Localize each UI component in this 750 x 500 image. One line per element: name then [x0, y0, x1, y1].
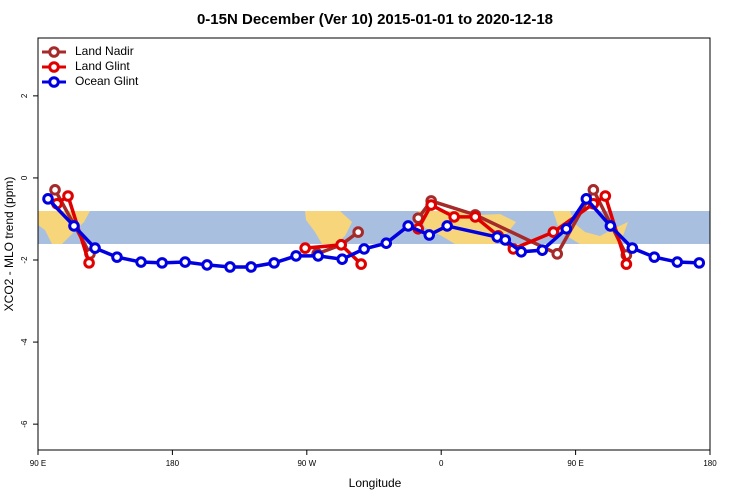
x-tick-label: 90 W — [297, 459, 316, 468]
point — [551, 248, 564, 260]
point — [245, 261, 257, 273]
y-tick-label: 0 — [20, 175, 29, 180]
point — [68, 220, 80, 232]
point — [89, 242, 101, 254]
point — [599, 190, 612, 202]
x-tick-label: 0 — [439, 459, 444, 468]
point — [560, 223, 573, 235]
point — [515, 245, 528, 258]
y-axis-label: XCO2 - MLO trend (ppm) — [2, 177, 16, 312]
x-tick-label: 180 — [166, 459, 180, 468]
point — [693, 257, 706, 269]
y-tick-label: -6 — [20, 420, 29, 428]
point — [201, 259, 213, 271]
point — [626, 242, 639, 254]
chart-title: 0-15N December (Ver 10) 2015-01-01 to 20… — [197, 11, 553, 28]
point — [179, 256, 191, 268]
x-tick-label: 180 — [703, 459, 717, 468]
point — [536, 244, 549, 256]
point — [355, 258, 367, 270]
legend-label: Ocean Glint — [75, 74, 139, 88]
legend-marker — [48, 61, 60, 73]
plot-frame — [37, 37, 711, 451]
point — [547, 226, 560, 238]
legend-label: Land Nadir — [75, 44, 134, 58]
point — [587, 184, 600, 196]
x-tick-label: 90 E — [30, 459, 46, 468]
point — [469, 211, 482, 223]
point — [83, 257, 95, 269]
y-tick-label: 2 — [20, 93, 29, 98]
point — [299, 242, 311, 254]
point — [671, 256, 684, 268]
legend-marker — [48, 76, 60, 88]
point — [336, 253, 348, 265]
legend-label: Land Glint — [75, 59, 130, 73]
point — [290, 250, 302, 262]
point — [156, 257, 168, 269]
y-tick-label: -4 — [20, 338, 29, 346]
legend-marker — [48, 46, 60, 58]
map-band — [38, 211, 710, 244]
point — [423, 229, 436, 241]
point — [312, 250, 324, 262]
point — [580, 193, 593, 205]
x-axis-label: Longitude — [349, 476, 402, 490]
x-tick-label: 90 E — [567, 459, 583, 468]
point — [402, 220, 414, 232]
point — [62, 190, 74, 202]
point — [135, 256, 147, 268]
point — [604, 220, 617, 232]
point — [358, 243, 370, 255]
point — [648, 251, 661, 263]
point — [111, 251, 123, 263]
point — [49, 184, 61, 196]
point — [448, 211, 460, 223]
land — [305, 211, 352, 244]
point — [268, 257, 280, 269]
point — [425, 199, 437, 211]
point — [352, 226, 364, 238]
point — [620, 258, 633, 270]
point — [335, 239, 347, 251]
y-tick-label: -2 — [20, 256, 29, 264]
point — [380, 237, 393, 249]
point — [499, 234, 512, 246]
point — [224, 261, 236, 273]
point — [441, 220, 453, 232]
point — [42, 193, 54, 205]
